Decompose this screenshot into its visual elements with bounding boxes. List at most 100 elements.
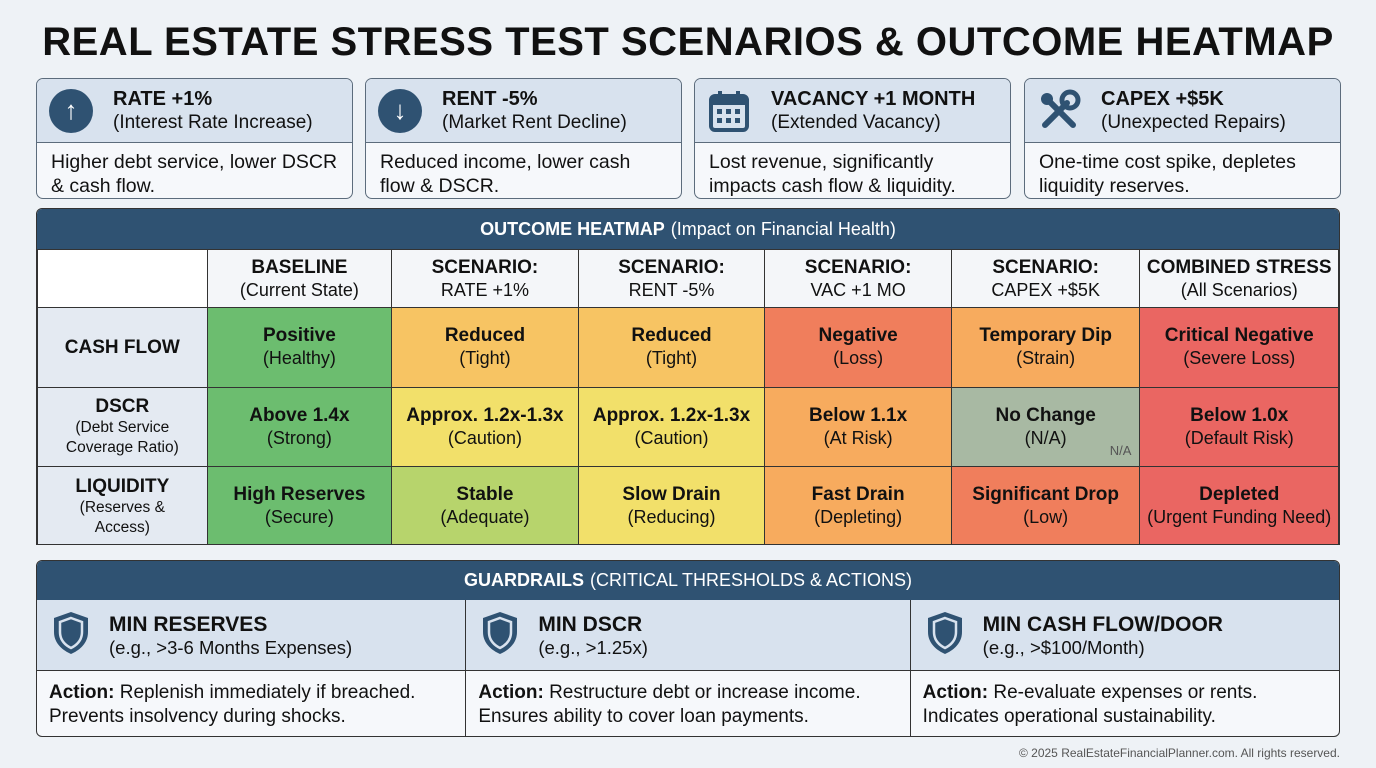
guardrail-header: MIN CASH FLOW/DOOR (e.g., >$100/Month) xyxy=(910,600,1339,671)
scenario-subtitle: (Unexpected Repairs) xyxy=(1101,112,1286,133)
action-label: Action: xyxy=(49,682,115,703)
column-header-subtitle: RATE +1% xyxy=(440,279,530,300)
cell-outcome: Below 1.0x xyxy=(1190,404,1289,426)
cell-detail: (Low) xyxy=(1023,507,1069,528)
calendar-icon xyxy=(707,89,751,133)
column-header-title: SCENARIO: xyxy=(618,256,725,278)
scenario-card: ↓ RENT -5% (Market Rent Decline) Reduced … xyxy=(365,78,682,199)
row-label: LIQUIDITY xyxy=(75,475,170,497)
guardrail-item: MIN DSCR (e.g., >1.25x) Action: Restructu… xyxy=(466,600,911,736)
column-header-title: BASELINE xyxy=(251,256,348,278)
row-label-cell: CASH FLOW xyxy=(37,307,208,388)
column-header: COMBINED STRESS (All Scenarios) xyxy=(1139,249,1339,308)
guardrail-name: MIN CASH FLOW/DOOR xyxy=(982,612,1223,636)
tools-icon xyxy=(1037,89,1081,133)
heatmap-title: OUTCOME HEATMAP xyxy=(480,218,665,239)
cell-outcome: Stable xyxy=(456,484,514,506)
scenario-subtitle: (Interest Rate Increase) xyxy=(113,112,313,133)
arrow-up-icon: ↑ xyxy=(49,88,93,133)
scenario-name: RENT -5% xyxy=(442,88,538,110)
cell-outcome: Reduced xyxy=(631,325,712,347)
heatmap-cell: Above 1.4x (Strong) xyxy=(206,386,393,467)
guardrails-header: GUARDRAILS (CRITICAL THRESHOLDS & ACTIONS… xyxy=(37,561,1339,600)
guardrail-action: Action: Re-evaluate expenses or rents. I… xyxy=(911,671,1339,736)
shield-icon xyxy=(480,610,538,661)
shield-icon xyxy=(51,610,109,661)
scenario-description: One-time cost spike, depletes liquidity … xyxy=(1039,151,1296,197)
heatmap-cell: Approx. 1.2x-1.3x (Caution) xyxy=(577,386,766,467)
column-header-title: SCENARIO: xyxy=(804,256,912,278)
cell-detail: (Depleting) xyxy=(814,507,903,528)
guardrail-threshold: (e.g., >$100/Month) xyxy=(982,636,1145,658)
scenario-card: CAPEX +$5K (Unexpected Repairs) One-time … xyxy=(1024,78,1341,199)
cell-outcome: No Change xyxy=(995,404,1096,426)
action-text: Re-evaluate expenses or rents. Indicates… xyxy=(922,682,1258,727)
scenario-subtitle: (Market Rent Decline) xyxy=(442,112,627,133)
cell-detail: (Loss) xyxy=(833,348,884,369)
cell-outcome: Positive xyxy=(262,325,336,347)
heatmap-cell: No Change (N/A) N/A xyxy=(950,386,1141,467)
cell-detail: (Tight) xyxy=(459,348,511,369)
scenario-card-header: ↑ RATE +1% (Interest Rate Increase) xyxy=(37,79,352,143)
scenario-name: CAPEX +$5K xyxy=(1101,88,1224,110)
column-header-subtitle: (Current State) xyxy=(239,279,359,300)
heatmap-cell: Fast Drain (Depleting) xyxy=(764,466,952,544)
guardrails-subtitle: (CRITICAL THRESHOLDS & ACTIONS) xyxy=(589,570,913,590)
cell-outcome: Below 1.1x xyxy=(808,404,908,426)
heatmap-row: CASH FLOW Positive (Healthy) Reduced (Tight)… xyxy=(37,307,1339,388)
heatmap-row: LIQUIDITY (Reserves & Access) High Reserve… xyxy=(37,466,1339,544)
heatmap-cell: Positive (Healthy) xyxy=(206,307,393,388)
cell-detail: (Severe Loss) xyxy=(1183,348,1296,369)
cell-detail: (Secure) xyxy=(264,507,334,528)
guardrail-threshold: (e.g., >3-6 Months Expenses) xyxy=(109,636,353,658)
column-header-title: SCENARIO: xyxy=(431,256,539,278)
action-label: Action: xyxy=(478,682,544,703)
heatmap-cell: High Reserves (Secure) xyxy=(206,466,393,544)
cell-outcome: Critical Negative xyxy=(1164,325,1314,347)
guardrail-name: MIN DSCR xyxy=(538,612,643,636)
scenario-card-header: ↓ RENT -5% (Market Rent Decline) xyxy=(366,79,681,143)
heatmap-cell: Significant Drop (Low) xyxy=(950,466,1141,544)
column-header-title: SCENARIO: xyxy=(992,256,1099,278)
scenario-description: Higher debt service, lower DSCR & cash f… xyxy=(51,151,338,197)
cell-outcome: Above 1.4x xyxy=(249,404,350,426)
row-label: DSCR xyxy=(95,396,150,418)
row-label-cell: DSCR (Debt Service Coverage Ratio) xyxy=(37,386,208,467)
row-label-subtitle: (Debt Service Coverage Ratio) xyxy=(65,419,179,457)
heatmap-cell: Slow Drain (Reducing) xyxy=(577,466,766,544)
cell-detail: (Strain) xyxy=(1016,348,1076,369)
cell-outcome: Fast Drain xyxy=(811,484,905,506)
heatmap-row: DSCR (Debt Service Coverage Ratio) Above 1… xyxy=(37,386,1339,467)
column-header: SCENARIO: RENT -5% xyxy=(577,249,766,308)
column-header-subtitle: RENT -5% xyxy=(628,279,715,300)
column-header-subtitle: CAPEX +$5K xyxy=(991,279,1100,300)
heatmap-cell: Stable (Adequate) xyxy=(391,466,579,544)
heatmap-header: OUTCOME HEATMAP (Impact on Financial Heal… xyxy=(37,209,1339,249)
cell-outcome: Temporary Dip xyxy=(979,325,1113,347)
guardrails-panel: GUARDRAILS (CRITICAL THRESHOLDS & ACTIONS… xyxy=(36,560,1340,737)
guardrail-item: MIN RESERVES (e.g., >3-6 Months Expenses)… xyxy=(37,600,467,736)
guardrail-action: Action: Restructure debt or increase inc… xyxy=(466,671,909,736)
heatmap-subtitle: (Impact on Financial Health) xyxy=(670,218,896,239)
guardrail-action: Action: Replenish immediately if breache… xyxy=(37,671,465,736)
arrow-down-icon: ↓ xyxy=(378,88,422,133)
page-title: REAL ESTATE STRESS TEST SCENARIOS & OUTC… xyxy=(42,20,1334,64)
cell-detail: (At Risk) xyxy=(823,427,893,448)
na-tag: N/A xyxy=(1109,443,1132,458)
scenario-card-header: VACANCY +1 MONTH (Extended Vacancy) xyxy=(695,79,1010,143)
scenario-name: VACANCY +1 MONTH xyxy=(771,88,976,110)
empty-corner-cell xyxy=(37,249,208,308)
column-header: BASELINE (Current State) xyxy=(206,249,393,308)
scenario-name: RATE +1% xyxy=(113,88,213,110)
scenario-card: VACANCY +1 MONTH (Extended Vacancy) Lost … xyxy=(694,78,1011,199)
copyright-footer: © 2025 RealEstateFinancialPlanner.com. A… xyxy=(1018,746,1340,760)
cell-outcome: Approx. 1.2x-1.3x xyxy=(406,404,564,426)
heatmap-cell: Reduced (Tight) xyxy=(391,307,579,388)
column-header: SCENARIO: CAPEX +$5K xyxy=(950,249,1141,308)
column-header: SCENARIO: VAC +1 MO xyxy=(764,249,952,308)
row-label: CASH FLOW xyxy=(64,336,180,358)
cell-outcome: Approx. 1.2x-1.3x xyxy=(592,404,751,426)
heatmap-cell: Negative (Loss) xyxy=(764,307,952,388)
cell-detail: (Healthy) xyxy=(262,348,336,369)
cell-outcome: Depleted xyxy=(1199,484,1280,506)
